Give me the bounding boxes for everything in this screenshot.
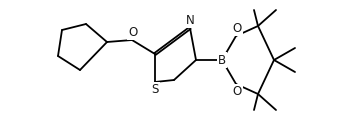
Text: B: B (218, 54, 226, 66)
Text: S: S (151, 83, 159, 96)
Text: O: O (233, 22, 241, 35)
Text: O: O (233, 85, 241, 98)
Text: O: O (128, 26, 138, 39)
Text: N: N (186, 14, 194, 27)
